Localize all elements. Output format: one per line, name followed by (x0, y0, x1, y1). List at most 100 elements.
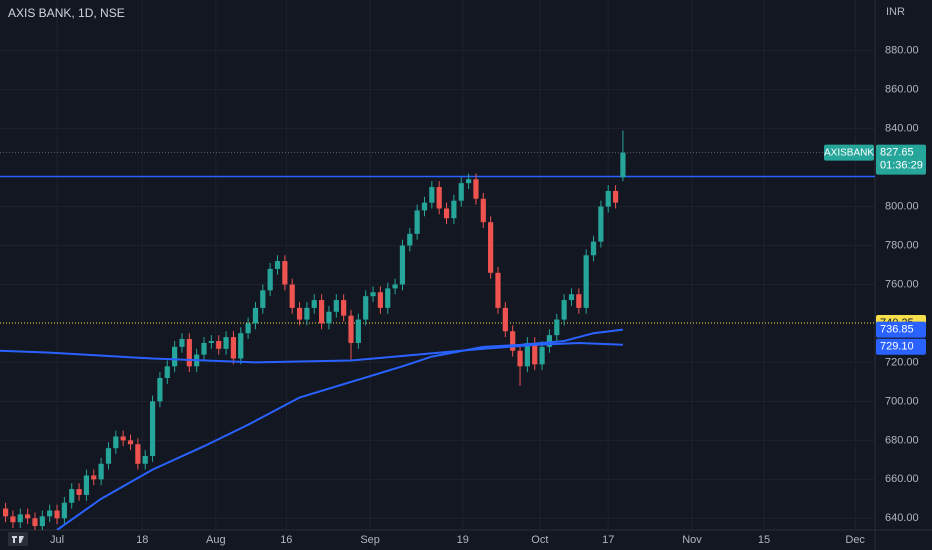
candle-body (546, 335, 553, 347)
x-tick-label: 19 (457, 534, 469, 546)
candle-body (61, 502, 67, 519)
candle-body (480, 198, 486, 223)
candle-body (363, 296, 369, 320)
candle-body (421, 202, 428, 211)
x-tick-label: 16 (280, 534, 292, 546)
x-tick-label: Nov (682, 534, 702, 546)
y-tick-label: 780.00 (885, 239, 919, 251)
plot-area (0, 130, 875, 530)
candle-body (561, 300, 567, 320)
candle-body (524, 342, 530, 367)
candle-body (98, 463, 104, 480)
logo (8, 532, 28, 546)
candle-body (17, 514, 23, 523)
candle-body (495, 272, 501, 308)
candle-body (488, 222, 494, 273)
candle-body (135, 444, 141, 464)
candle-body (127, 440, 134, 445)
candle-body (473, 179, 479, 199)
candle-body (25, 514, 31, 519)
axes: 640.00 660.00 680.00 700.00 720.00 760.00 780.… (50, 45, 926, 546)
candle-body (370, 292, 376, 297)
candle-body (186, 339, 192, 367)
x-tick-label: Dec (845, 534, 865, 546)
candle-body (590, 241, 597, 256)
candle-body (260, 290, 266, 308)
moving-average (0, 341, 623, 364)
candle-body (414, 210, 420, 234)
y-tick-label: 840.00 (885, 123, 919, 135)
candle-body (274, 261, 281, 269)
y-tick-label: 680.00 (885, 434, 919, 446)
candle-body (554, 319, 560, 336)
candle-body (179, 339, 185, 347)
candle-body (399, 245, 406, 285)
candle-body (149, 401, 156, 456)
candle-body (407, 233, 413, 246)
candle-body (105, 448, 112, 464)
candle-body (252, 307, 259, 324)
ma-label-bg (876, 321, 926, 338)
y-tick-label: 700.00 (885, 395, 919, 407)
y-tick-label: 880.00 (885, 45, 919, 57)
x-tick-label: Aug (206, 534, 226, 546)
candle-body (304, 307, 310, 320)
candle-body (576, 294, 582, 308)
last-price-label: 827.65 (880, 147, 914, 159)
ma-label: 729.10 (880, 341, 914, 353)
candle-body (289, 284, 295, 308)
countdown-label: 01:36:29 (880, 160, 923, 172)
candle-body (458, 183, 464, 201)
grid (0, 0, 875, 530)
candle-body (385, 288, 391, 308)
candle-body (377, 292, 383, 308)
chart-title: AXIS BANK, 1D, NSE (8, 6, 125, 20)
candle-body (76, 489, 82, 495)
candle-body (510, 331, 516, 351)
candle-body (47, 510, 53, 517)
candle-body (517, 350, 523, 367)
candle-body (296, 307, 303, 320)
candle-body (157, 378, 163, 402)
ma-label-bg (876, 338, 926, 355)
moving-average (56, 328, 624, 530)
candle-body (392, 284, 398, 289)
candle-body (429, 187, 435, 203)
candle-body (113, 436, 119, 449)
candle-body (164, 366, 170, 379)
candle-body (230, 337, 237, 359)
candle-body (32, 518, 38, 527)
candle-body (443, 208, 450, 219)
candle-body (201, 342, 207, 355)
candle-body (216, 340, 222, 349)
candle-body (612, 190, 619, 203)
x-tick-label: 17 (602, 534, 614, 546)
candle-body (2, 508, 9, 517)
candle-body (311, 300, 317, 308)
candle-body (465, 179, 472, 184)
candle-body (223, 337, 229, 349)
candle-body (436, 187, 442, 209)
y-tick-label: 800.00 (885, 200, 919, 212)
candle-body (172, 346, 178, 367)
candle-body (341, 300, 347, 316)
candle-body (532, 342, 538, 365)
y-tick-label: 760.00 (885, 278, 919, 290)
y-tick-label: 720.00 (885, 356, 919, 368)
y-tick-label: 860.00 (885, 84, 919, 96)
candle-body (568, 294, 575, 301)
x-tick-label: Jul (50, 534, 64, 546)
candle-body (355, 319, 361, 343)
last-price-bg (876, 144, 926, 175)
ma-label: 736.85 (880, 324, 914, 336)
candle-body (54, 510, 60, 519)
candle-body (142, 455, 148, 464)
candle-body (267, 268, 273, 291)
candle-body (238, 333, 244, 359)
candle-body (39, 516, 45, 527)
x-tick-label: 18 (136, 534, 148, 546)
x-tick-label: Oct (531, 534, 548, 546)
x-tick-label: Sep (360, 534, 380, 546)
